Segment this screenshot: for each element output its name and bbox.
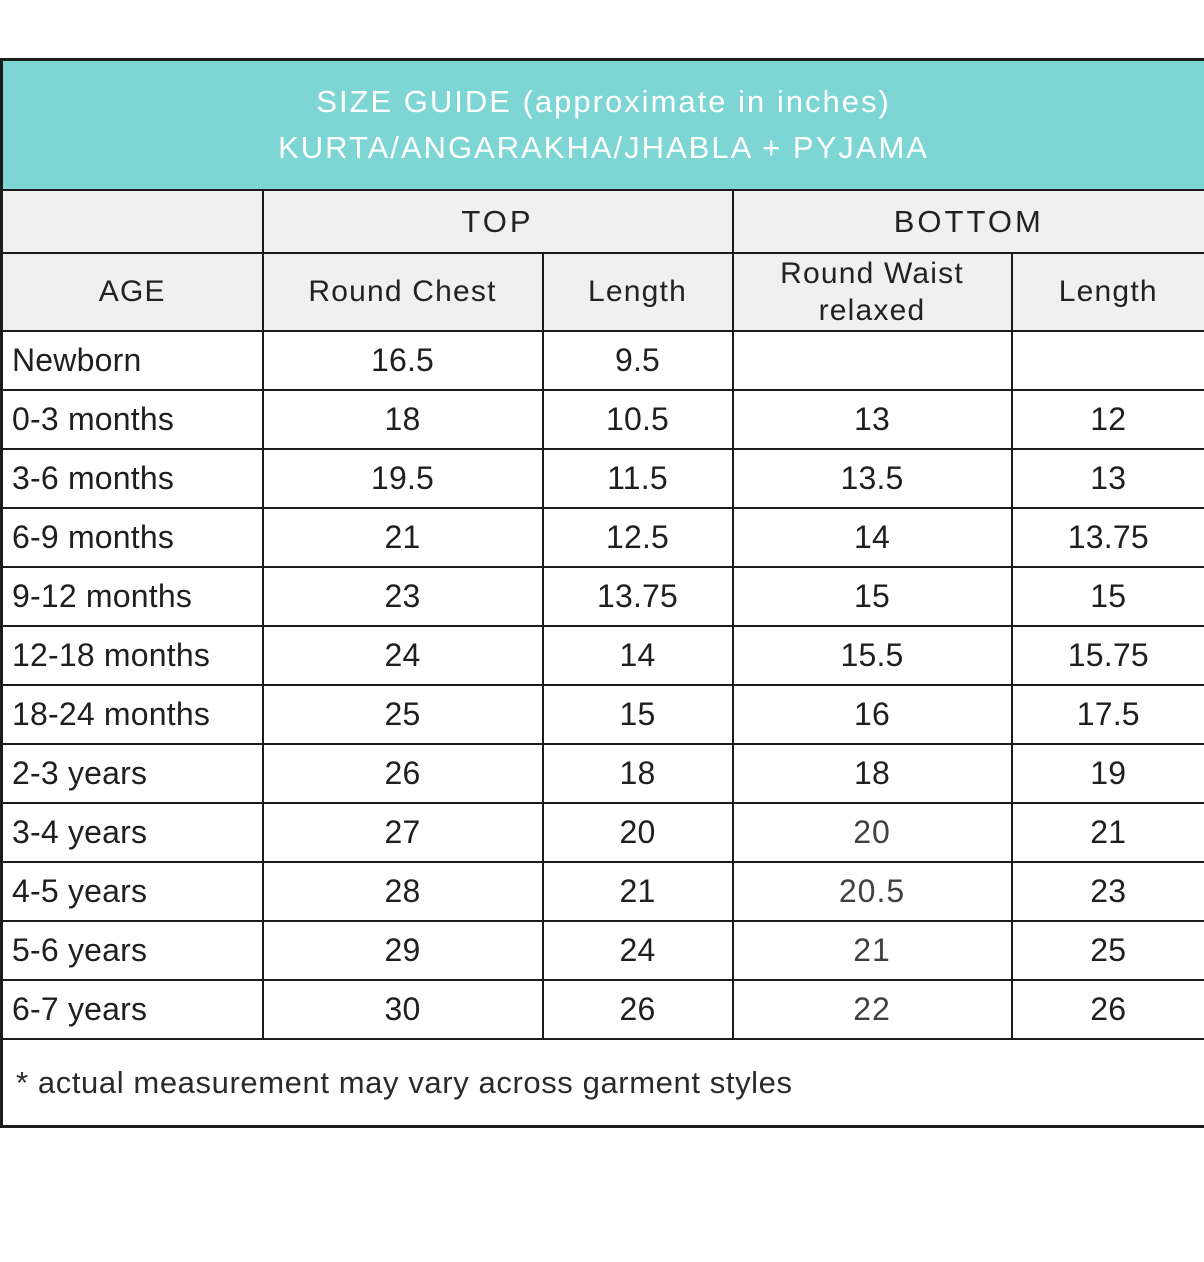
round-waist-cell: 20 bbox=[733, 803, 1012, 862]
top-length-cell: 26 bbox=[543, 980, 733, 1039]
round-waist-cell: 13.5 bbox=[733, 449, 1012, 508]
round-chest-cell: 24 bbox=[263, 626, 543, 685]
round-chest-cell: 27 bbox=[263, 803, 543, 862]
age-cell: 6-9 months bbox=[2, 508, 263, 567]
round-waist-cell: 15.5 bbox=[733, 626, 1012, 685]
column-header-bottom-length: Length bbox=[1012, 253, 1204, 331]
round-chest-cell: 18 bbox=[263, 390, 543, 449]
table-row: 9-12 months 23 13.75 15 15 bbox=[2, 567, 1204, 626]
top-length-cell: 12.5 bbox=[543, 508, 733, 567]
column-header-round-waist: Round Waist relaxed bbox=[733, 253, 1012, 331]
title-line-1: SIZE GUIDE (approximate in inches) bbox=[4, 79, 1203, 126]
table-row: Newborn 16.5 9.5 bbox=[2, 331, 1204, 390]
table-row: 6-7 years 30 26 22 26 bbox=[2, 980, 1204, 1039]
top-length-cell: 10.5 bbox=[543, 390, 733, 449]
top-length-cell: 20 bbox=[543, 803, 733, 862]
table-row: 0-3 months 18 10.5 13 12 bbox=[2, 390, 1204, 449]
group-header-spacer bbox=[2, 190, 263, 253]
bottom-length-cell bbox=[1012, 331, 1204, 390]
group-header-bottom: BOTTOM bbox=[733, 190, 1204, 253]
bottom-length-cell: 15 bbox=[1012, 567, 1204, 626]
round-waist-cell: 21 bbox=[733, 921, 1012, 980]
column-header-top-length: Length bbox=[543, 253, 733, 331]
bottom-length-cell: 25 bbox=[1012, 921, 1204, 980]
top-length-cell: 9.5 bbox=[543, 331, 733, 390]
bottom-length-cell: 26 bbox=[1012, 980, 1204, 1039]
age-cell: 4-5 years bbox=[2, 862, 263, 921]
bottom-length-cell: 13 bbox=[1012, 449, 1204, 508]
age-cell: 2-3 years bbox=[2, 744, 263, 803]
bottom-length-cell: 21 bbox=[1012, 803, 1204, 862]
bottom-length-cell: 12 bbox=[1012, 390, 1204, 449]
title-line-2: KURTA/ANGARAKHA/JHABLA + PYJAMA bbox=[4, 125, 1203, 172]
round-chest-cell: 16.5 bbox=[263, 331, 543, 390]
table-row: 4-5 years 28 21 20.5 23 bbox=[2, 862, 1204, 921]
round-chest-cell: 21 bbox=[263, 508, 543, 567]
bottom-length-cell: 23 bbox=[1012, 862, 1204, 921]
round-chest-cell: 26 bbox=[263, 744, 543, 803]
round-chest-cell: 29 bbox=[263, 921, 543, 980]
group-header-row: TOP BOTTOM bbox=[2, 190, 1204, 253]
round-waist-cell: 14 bbox=[733, 508, 1012, 567]
table-row: 3-4 years 27 20 20 21 bbox=[2, 803, 1204, 862]
round-waist-cell: 20.5 bbox=[733, 862, 1012, 921]
top-length-cell: 14 bbox=[543, 626, 733, 685]
size-guide-table: SIZE GUIDE (approximate in inches) KURTA… bbox=[0, 58, 1204, 1128]
round-chest-cell: 30 bbox=[263, 980, 543, 1039]
group-header-top: TOP bbox=[263, 190, 733, 253]
bottom-length-cell: 13.75 bbox=[1012, 508, 1204, 567]
round-chest-cell: 28 bbox=[263, 862, 543, 921]
table-row: 2-3 years 26 18 18 19 bbox=[2, 744, 1204, 803]
age-cell: 3-4 years bbox=[2, 803, 263, 862]
table-row: 18-24 months 25 15 16 17.5 bbox=[2, 685, 1204, 744]
bottom-length-cell: 17.5 bbox=[1012, 685, 1204, 744]
top-length-cell: 11.5 bbox=[543, 449, 733, 508]
top-length-cell: 21 bbox=[543, 862, 733, 921]
round-waist-cell: 16 bbox=[733, 685, 1012, 744]
round-chest-cell: 19.5 bbox=[263, 449, 543, 508]
age-cell: 5-6 years bbox=[2, 921, 263, 980]
table-row: 6-9 months 21 12.5 14 13.75 bbox=[2, 508, 1204, 567]
age-cell: Newborn bbox=[2, 331, 263, 390]
footnote: * actual measurement may vary across gar… bbox=[2, 1039, 1204, 1127]
age-cell: 0-3 months bbox=[2, 390, 263, 449]
top-length-cell: 24 bbox=[543, 921, 733, 980]
round-chest-cell: 23 bbox=[263, 567, 543, 626]
table-row: 3-6 months 19.5 11.5 13.5 13 bbox=[2, 449, 1204, 508]
title-banner: SIZE GUIDE (approximate in inches) KURTA… bbox=[2, 60, 1204, 191]
round-waist-cell: 13 bbox=[733, 390, 1012, 449]
round-waist-cell: 22 bbox=[733, 980, 1012, 1039]
age-cell: 3-6 months bbox=[2, 449, 263, 508]
column-header-round-chest: Round Chest bbox=[263, 253, 543, 331]
age-cell: 6-7 years bbox=[2, 980, 263, 1039]
title-banner-row: SIZE GUIDE (approximate in inches) KURTA… bbox=[2, 60, 1204, 191]
round-waist-cell: 18 bbox=[733, 744, 1012, 803]
round-waist-cell: 15 bbox=[733, 567, 1012, 626]
age-cell: 18-24 months bbox=[2, 685, 263, 744]
round-chest-cell: 25 bbox=[263, 685, 543, 744]
table-row: 5-6 years 29 24 21 25 bbox=[2, 921, 1204, 980]
top-length-cell: 18 bbox=[543, 744, 733, 803]
top-length-cell: 13.75 bbox=[543, 567, 733, 626]
footnote-row: * actual measurement may vary across gar… bbox=[2, 1039, 1204, 1127]
top-length-cell: 15 bbox=[543, 685, 733, 744]
age-cell: 12-18 months bbox=[2, 626, 263, 685]
column-header-age: AGE bbox=[2, 253, 263, 331]
bottom-length-cell: 19 bbox=[1012, 744, 1204, 803]
table-row: 12-18 months 24 14 15.5 15.75 bbox=[2, 626, 1204, 685]
column-header-row: AGE Round Chest Length Round Waist relax… bbox=[2, 253, 1204, 331]
age-cell: 9-12 months bbox=[2, 567, 263, 626]
bottom-length-cell: 15.75 bbox=[1012, 626, 1204, 685]
round-waist-cell bbox=[733, 331, 1012, 390]
